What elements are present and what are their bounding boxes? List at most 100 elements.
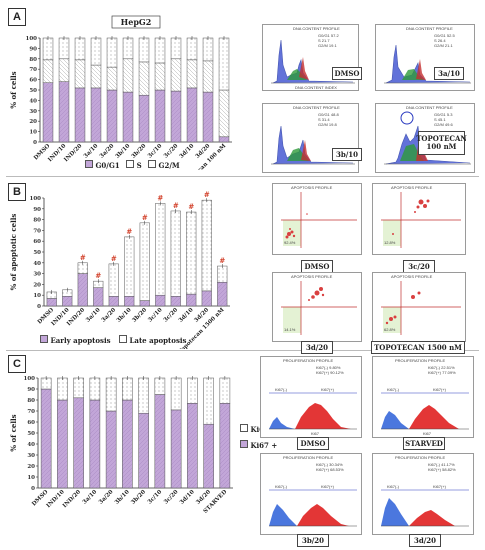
flow-b-topotecan: APOPTOSIS PROFILE 62.8% <box>372 272 466 342</box>
flow-caption-c-starved: STARVED <box>403 437 445 450</box>
y-tick-label: 60 <box>33 239 41 245</box>
stat-line-2: S 45.1 <box>434 117 446 122</box>
legend-swatch-ki67pos <box>240 440 248 448</box>
x-tick-label: 3a/20 <box>98 489 115 506</box>
stat-line-1: G0/G1 57.2 <box>318 33 339 38</box>
dna-histogram-dmso: DNA CONTENT PROFILE G0/G1 57.2 S 21.7 G2… <box>271 26 355 90</box>
flow-c-starved: PROLIFERATION PROFILE Ki67(-) 22.51% Ki6… <box>372 356 474 438</box>
x-tick-label: IND/20 <box>62 489 82 509</box>
bar-segment <box>218 37 230 91</box>
ki67-histogram-3b20: PROLIFERATION PROFILE Ki67(-) 30.34% Ki6… <box>269 455 357 527</box>
annotation-label: # <box>111 254 117 263</box>
flow-caption-a-3a10: 3a/10 <box>434 67 464 80</box>
x-tick-label: 3b/20 <box>131 307 148 324</box>
bar-segment <box>42 59 54 83</box>
stat-line-3: G2/M 19.1 <box>318 43 337 48</box>
flow-header: DNA CONTENT PROFILE <box>293 105 340 110</box>
annotation-label: # <box>204 190 210 199</box>
y-tick-label: 10 <box>33 293 41 299</box>
panel-label-b: B <box>8 183 26 201</box>
flow-a-3b10: DNA CONTENT PROFILE G0/G1 48.8 S 31.4 G2… <box>262 103 359 173</box>
panel-label-a: A <box>8 8 26 26</box>
chart-title: HepG2 <box>121 17 152 27</box>
bar-segment <box>187 377 198 404</box>
quad-value: 62.8% <box>384 327 396 332</box>
bar-segment <box>46 298 57 307</box>
x-tick-label: 3b/10 <box>114 489 131 506</box>
bar-segment <box>138 61 150 96</box>
flow-header: DNA CONTENT PROFILE <box>406 105 453 110</box>
bar-segment <box>170 377 182 411</box>
bar-segment <box>58 58 70 82</box>
y-tick-label: 0 <box>33 140 37 146</box>
flow-header: DNA CONTENT PROFILE <box>293 26 340 31</box>
bar-segment <box>74 87 86 143</box>
legend-label-g2m: G2/M <box>158 161 180 170</box>
y-tick-label: 100 <box>26 36 38 42</box>
stat-line-3: G2/M 21.1 <box>434 43 453 48</box>
bar-segment <box>90 37 102 66</box>
bar-segment <box>138 377 149 414</box>
x-tick-label: 3c/20 <box>163 143 179 159</box>
bar-segment <box>139 222 150 301</box>
bar-segment <box>186 211 197 295</box>
x-tick-label: 3b/20 <box>131 143 148 160</box>
bar-segment <box>89 377 101 401</box>
divider-bc <box>6 350 479 351</box>
x-tick-label: 3c/10 <box>147 307 163 323</box>
y-tick-label: 70 <box>33 228 41 234</box>
x-tick-label: 3a/20 <box>101 307 118 324</box>
legend-a: G0/G1 S G2/M <box>85 160 180 170</box>
bar-segment <box>138 412 149 489</box>
quad-value: 12.8% <box>384 240 396 245</box>
y-tick-label: 50 <box>27 431 35 437</box>
flow-b-3d20: APOPTOSIS PROFILE 14.1% <box>272 272 362 342</box>
bar-segment <box>139 300 150 307</box>
x-tick-label: 3a/10 <box>85 307 102 324</box>
flow-header: APOPTOSIS PROFILE <box>391 274 433 279</box>
bar-segment <box>73 377 84 399</box>
legend-b: Early apoptosis Late apoptosis <box>40 335 187 345</box>
x-tick-label: IND/20 <box>63 143 83 163</box>
y-tick-label: 90 <box>29 46 37 52</box>
bar-segment <box>170 409 182 489</box>
annotation-label: # <box>188 202 194 211</box>
flow-caption-c-dmso: DMSO <box>297 437 329 450</box>
x-tick-label: 3d/10 <box>179 489 196 506</box>
y-tick-label: 20 <box>27 464 35 470</box>
stat-line-2: S 31.4 <box>318 117 330 122</box>
legend-swatch-g2m <box>148 160 157 168</box>
flow-a-3a10: DNA CONTENT PROFILE G0/G1 52.5 S 26.4 G2… <box>375 24 475 91</box>
bar-segment <box>201 199 212 292</box>
bar-segment <box>217 281 228 307</box>
y-tick-label: 0 <box>37 304 41 310</box>
bar-segment <box>74 37 86 61</box>
bar-segment <box>155 203 166 296</box>
bar-segment <box>154 37 166 64</box>
y-tick-label: 40 <box>27 442 35 448</box>
ki67-histogram-3d20: PROLIFERATION PROFILE Ki67(-) 41.17% Ki6… <box>381 455 469 527</box>
flow-header: APOPTOSIS PROFILE <box>391 185 433 190</box>
x-tick-label: 3a/10 <box>82 489 99 506</box>
bar-segment <box>202 37 214 62</box>
y-tick-label: 80 <box>29 57 37 63</box>
annotation-label: # <box>173 201 179 210</box>
gate-neg: Ki67(-) <box>387 387 400 392</box>
flow-b-3c20: APOPTOSIS PROFILE 12.8% <box>372 183 466 255</box>
bar-segment <box>154 394 166 489</box>
stat-line-3: G2/M 19.8 <box>318 122 337 127</box>
bar-segment <box>138 37 150 63</box>
quad-value: 92.4% <box>284 240 296 245</box>
y-tick-label: 10 <box>29 130 37 136</box>
stat-line-2: Ki67(+) 90.12% <box>316 370 344 375</box>
stat-line-2: Ki67(+) 58.82% <box>428 467 456 472</box>
gate-pos: Ki67(+) <box>321 387 335 392</box>
y-tick-label: 70 <box>27 409 35 415</box>
bar-segment <box>108 263 119 297</box>
bar-segment <box>217 265 228 283</box>
bar-segment <box>154 377 166 395</box>
scatter-3d20: APOPTOSIS PROFILE 14.1% <box>281 274 357 335</box>
stat-line-2: Ki67(+) 77.09% <box>428 370 456 375</box>
y-tick-label: 80 <box>27 398 35 404</box>
y-tick-label: 90 <box>33 207 41 213</box>
